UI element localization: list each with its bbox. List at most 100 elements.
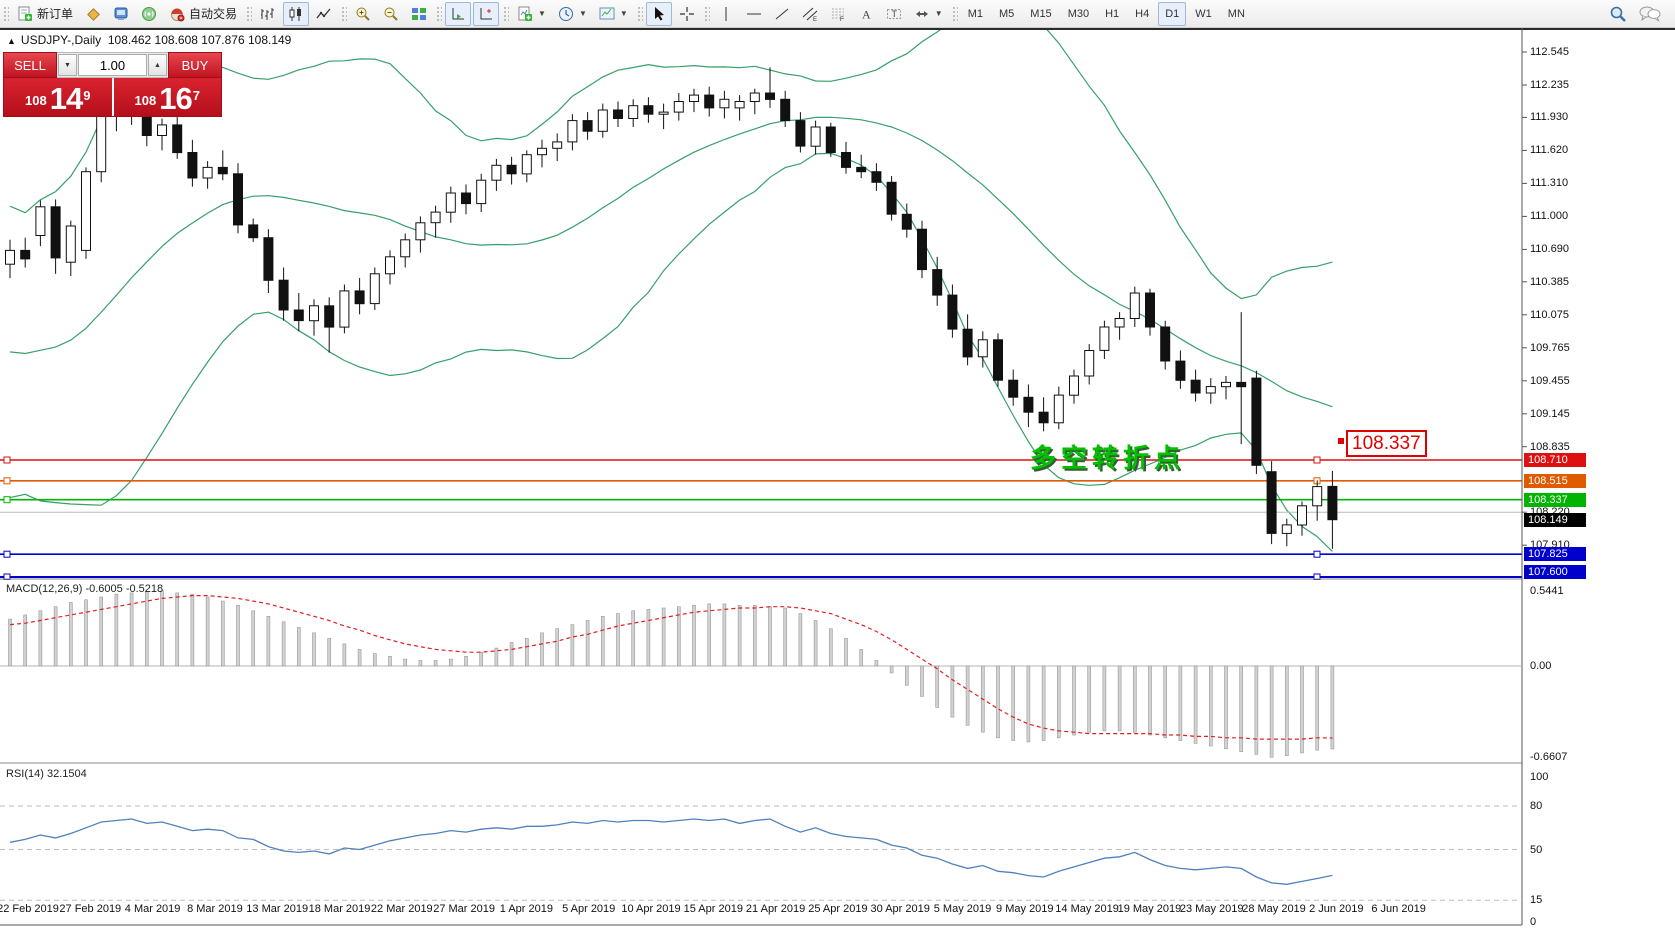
- chart-window: ▲ USDJPY-,Daily 108.462 108.608 107.876 1…: [0, 28, 1675, 952]
- dropdown-arrow-icon: ▼: [619, 9, 628, 18]
- timeframe-m30-button[interactable]: M30: [1067, 7, 1090, 20]
- date-label: 6 Jun 2019: [1371, 903, 1426, 915]
- buy-price[interactable]: 108 16 7: [113, 78, 221, 116]
- date-label: 4 Mar 2019: [124, 903, 181, 915]
- macd-signal-line: [9, 594, 1333, 740]
- timeframe-m15-button[interactable]: M15: [1030, 7, 1052, 20]
- timeframe-mn-button[interactable]: MN: [1227, 7, 1245, 20]
- toolbar-separator: [950, 4, 958, 23]
- tile-windows-button[interactable]: [406, 2, 432, 26]
- candle-body: [293, 309, 304, 322]
- candle-body: [521, 154, 532, 175]
- candle-body: [1084, 350, 1095, 377]
- price-tick-label: 112.235: [1530, 79, 1569, 91]
- periods-button[interactable]: ▼: [553, 2, 592, 26]
- candle-body: [50, 206, 61, 259]
- price-callout-box[interactable]: 108.337: [1346, 430, 1427, 457]
- candle-body: [734, 101, 745, 109]
- buy-price-pips: 16: [159, 81, 192, 116]
- crosshair-button[interactable]: [674, 2, 700, 26]
- volume-increase-button[interactable]: ▲: [148, 54, 167, 76]
- autotrading-button[interactable]: 自动交易: [164, 2, 242, 26]
- bar-chart-button[interactable]: [255, 2, 281, 26]
- search-button[interactable]: [1604, 2, 1632, 26]
- candle-body: [354, 290, 365, 305]
- candle-body: [233, 173, 243, 226]
- toolbar-grip[interactable]: [2, 4, 9, 23]
- new-order-button-label: 新订单: [37, 7, 74, 21]
- candle-body: [1312, 486, 1323, 507]
- timeframe-h4-button[interactable]: H4: [1135, 7, 1150, 20]
- line-handle[interactable]: [1313, 550, 1321, 558]
- vertical-line-button[interactable]: [713, 2, 739, 26]
- sell-price[interactable]: 108 14 9: [4, 78, 114, 116]
- line-handle[interactable]: [3, 456, 11, 464]
- svg-text:A: A: [862, 7, 871, 21]
- sell-button[interactable]: SELL: [3, 52, 57, 78]
- price-tick-label: 109.455: [1530, 374, 1570, 387]
- horizontal-line-button[interactable]: [741, 2, 767, 26]
- candle-body: [339, 290, 350, 328]
- signals-button[interactable]: [136, 2, 162, 26]
- zoom-in-button[interactable]: [350, 2, 376, 26]
- cursor-button[interactable]: [645, 1, 672, 26]
- line-handle[interactable]: [3, 550, 11, 558]
- fibonacci-button[interactable]: F: [825, 2, 851, 26]
- robot-icon: [169, 6, 185, 22]
- candle-body: [5, 249, 15, 265]
- candle-body: [1129, 292, 1140, 319]
- candle-body: [1205, 386, 1216, 394]
- callout-anchor-handle[interactable]: [1338, 438, 1344, 444]
- volume-decrease-button[interactable]: ▼: [58, 54, 77, 76]
- toolbar-separator: [340, 4, 348, 23]
- line-handle[interactable]: [3, 496, 11, 504]
- timeframe-w1-button[interactable]: W1: [1195, 7, 1212, 20]
- channel-button[interactable]: E: [797, 2, 823, 26]
- price-tick-label: 111.000: [1530, 210, 1569, 223]
- timeframe-m5-button[interactable]: M5: [999, 7, 1015, 20]
- candle-body: [993, 339, 1003, 381]
- toolbar-separator: [435, 4, 443, 23]
- text-button[interactable]: A: [853, 2, 879, 26]
- templates-button[interactable]: ▼: [594, 2, 633, 26]
- new-order-button[interactable]: 新订单: [12, 2, 78, 26]
- macd-tick-label: -0.6607: [1530, 751, 1568, 764]
- candle-body: [689, 94, 699, 102]
- candle-body: [461, 192, 471, 205]
- candle-body: [217, 166, 228, 175]
- bollinger-middle-band: [9, 116, 1333, 408]
- metaeditor-button[interactable]: [80, 2, 106, 26]
- collapse-panel-icon[interactable]: ▲: [7, 36, 16, 46]
- line-chart-button[interactable]: [311, 2, 337, 26]
- text-label-button[interactable]: T: [881, 2, 907, 26]
- price-tag-108.337: 108.337: [1524, 492, 1586, 507]
- arrows-button[interactable]: ▼: [909, 2, 948, 26]
- chat-button[interactable]: [1634, 2, 1666, 26]
- volume-input[interactable]: [78, 54, 147, 76]
- zoom-out-button[interactable]: [378, 2, 404, 26]
- candlestick-button[interactable]: [283, 1, 310, 26]
- date-label: 28 May 2019: [1242, 903, 1306, 915]
- trendline-button[interactable]: [769, 2, 795, 26]
- dropdown-arrow-icon: ▼: [934, 9, 943, 18]
- tiles-icon: [411, 6, 427, 22]
- candle-body: [567, 120, 578, 143]
- line-handle[interactable]: [1313, 456, 1321, 464]
- auto-scroll-button[interactable]: [445, 1, 472, 26]
- buy-button[interactable]: BUY: [168, 52, 222, 78]
- timeframe-h1-button[interactable]: H1: [1105, 7, 1120, 20]
- channel-icon: E: [802, 6, 818, 22]
- chart-shift-button[interactable]: [473, 1, 500, 26]
- line-handle[interactable]: [3, 477, 11, 485]
- candle-body: [1190, 379, 1201, 394]
- date-label: 22 Feb 2019: [0, 903, 59, 915]
- date-label: 21 Apr 2019: [745, 903, 806, 915]
- candle-body: [309, 305, 319, 322]
- terminal-button[interactable]: [108, 2, 134, 26]
- signal-icon: [141, 6, 157, 22]
- price-tick-label: 110.690: [1530, 243, 1569, 256]
- timeframe-d1-button[interactable]: D1: [1158, 1, 1187, 26]
- chart-text-annotation[interactable]: 多空转折点: [1030, 443, 1186, 473]
- indicators-button[interactable]: ▼: [512, 2, 551, 26]
- timeframe-m1-button[interactable]: M1: [967, 7, 983, 20]
